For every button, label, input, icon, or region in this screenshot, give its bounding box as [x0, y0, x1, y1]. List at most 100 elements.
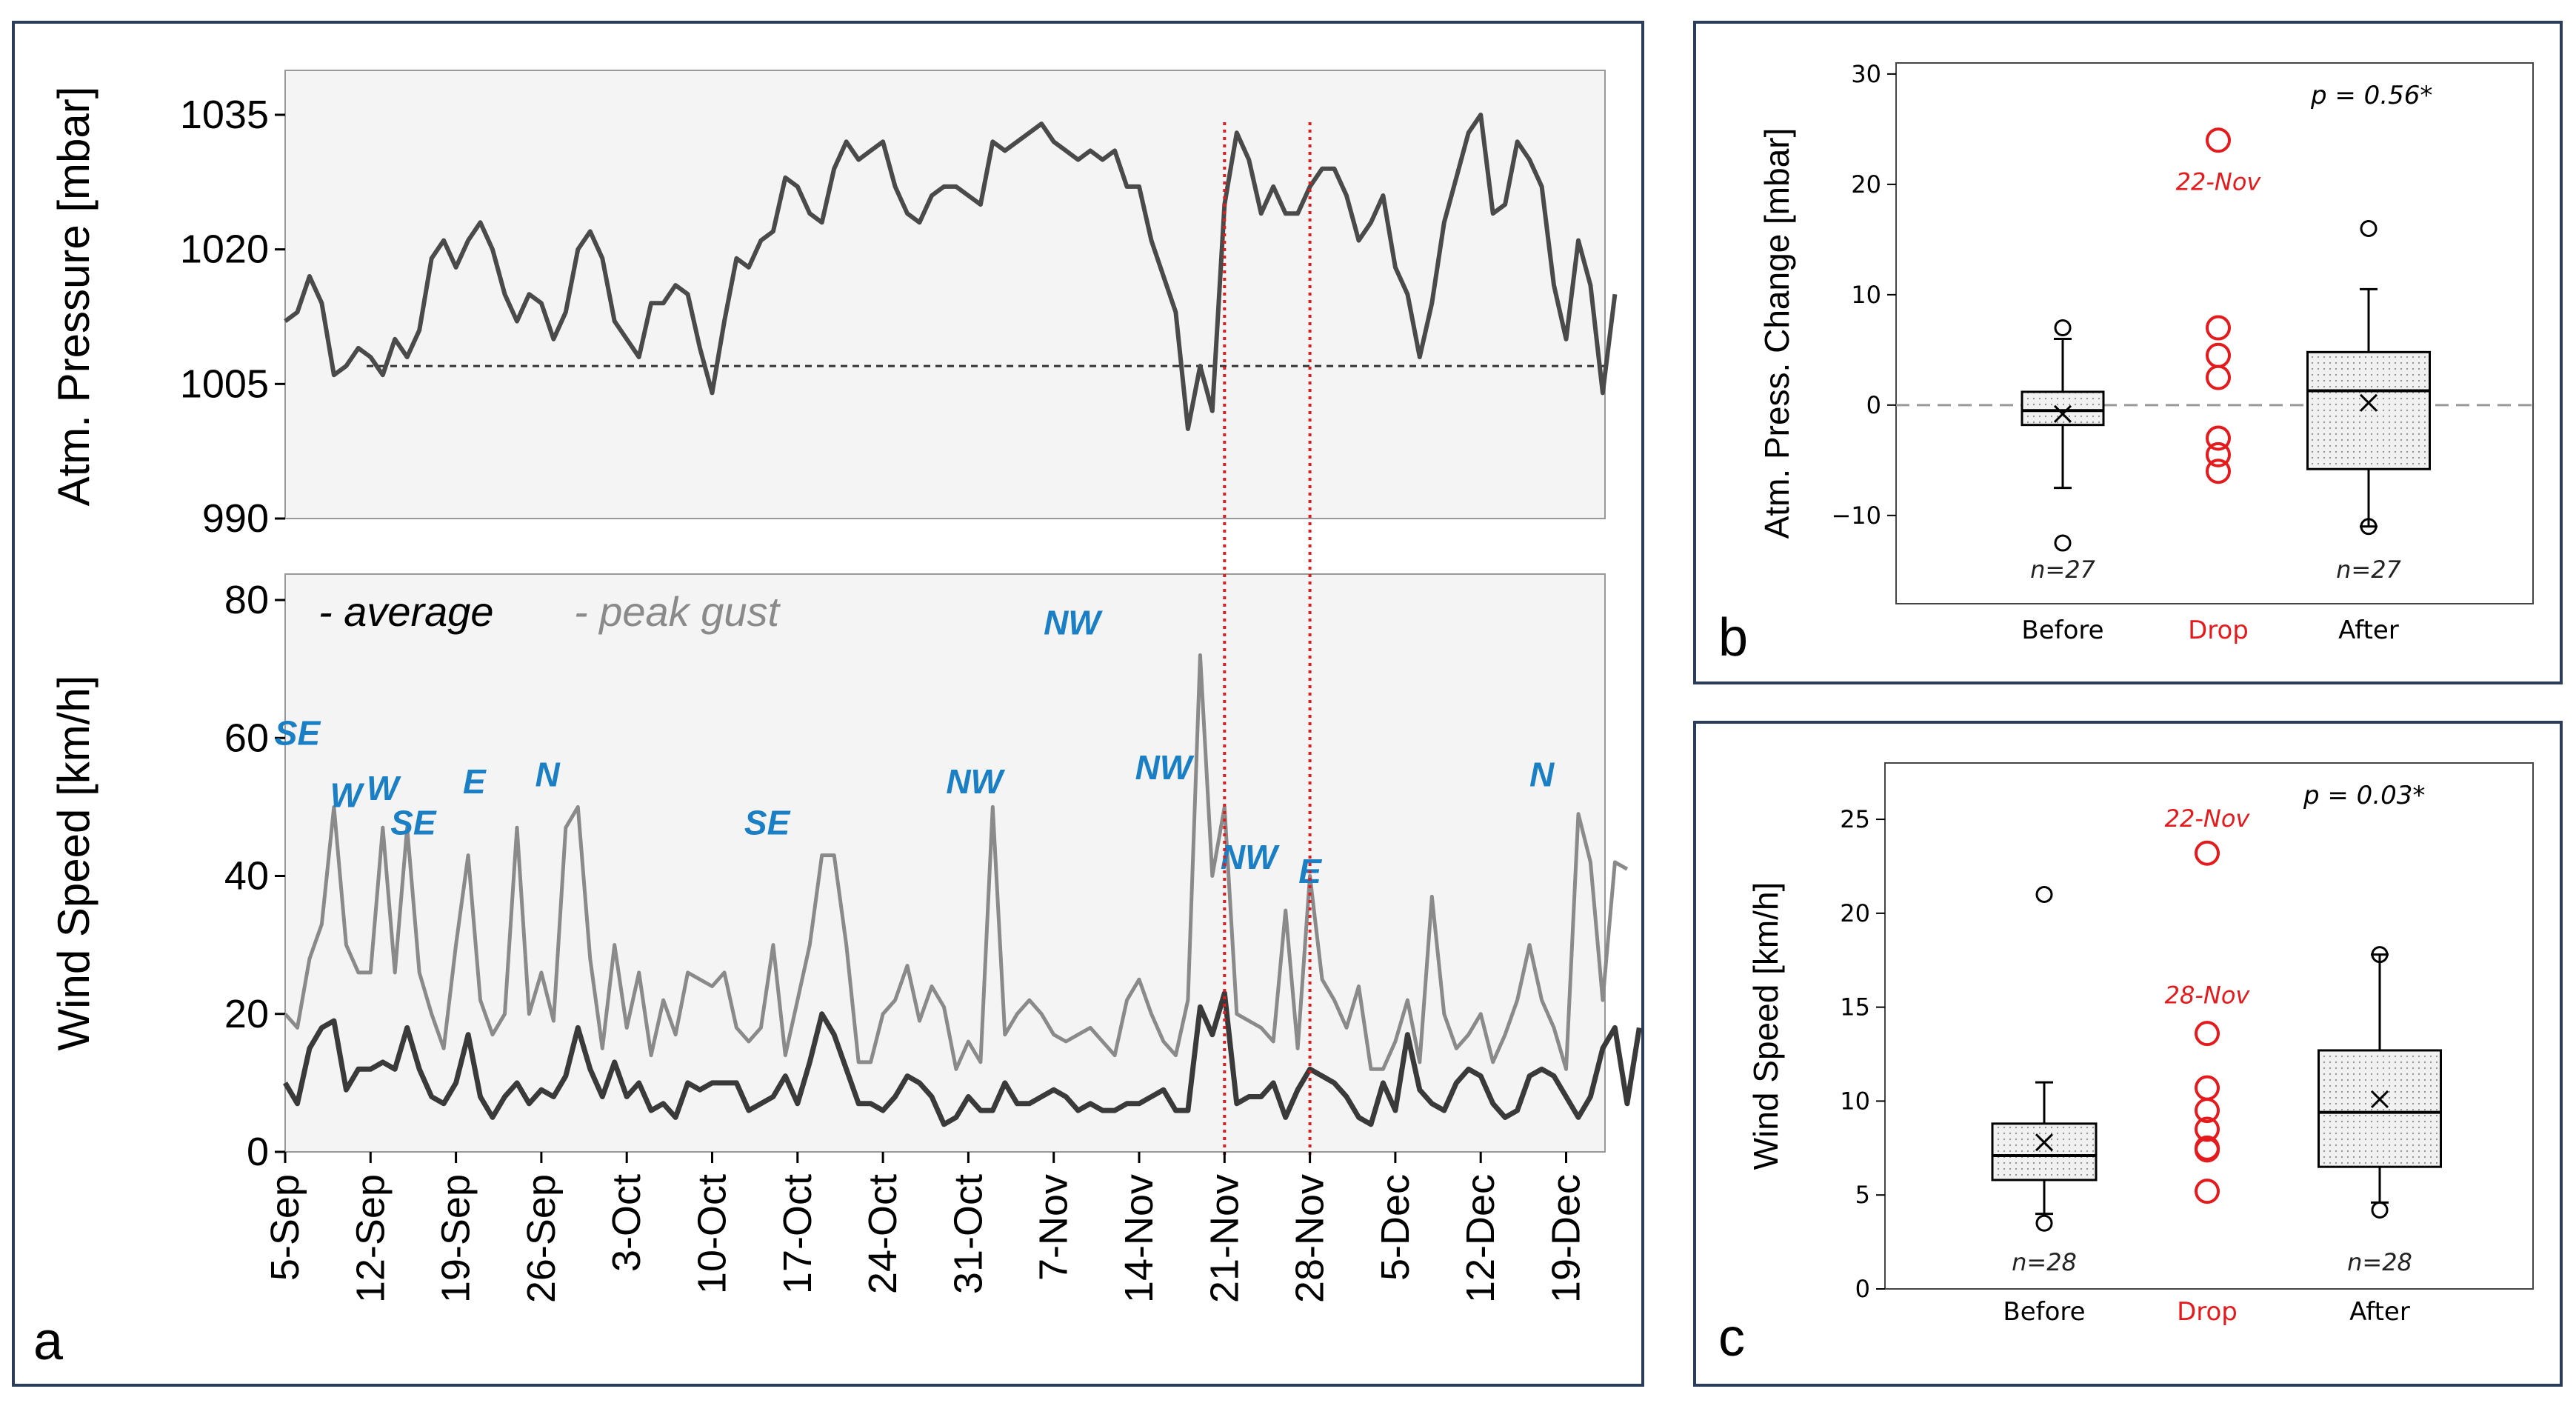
box-b-plot-area [1895, 62, 2534, 604]
wind-direction-label: SE [275, 714, 321, 753]
wind-direction-label: N [535, 755, 561, 793]
box-y-tick-label: 30 [1851, 60, 1881, 88]
wind-direction-label: NW [1044, 604, 1103, 642]
peak-gust-series-line [284, 653, 1629, 1071]
pressure-y-tick-label: 1005 [180, 361, 269, 406]
x-tick-label: 21-Nov [1202, 1174, 1247, 1303]
box-outlier [2054, 534, 2072, 552]
box-y-tick-label: 0 [1855, 1275, 1870, 1303]
box-category-label: Drop [2188, 616, 2249, 645]
box-outlier [2360, 219, 2378, 237]
x-tick-label: 24-Oct [861, 1174, 905, 1294]
box-n-label: n=28 [2347, 1248, 2412, 1276]
wind-direction-label: E [463, 762, 487, 801]
wind-y-title: Wind Speed [km/h] [49, 676, 99, 1051]
wind-direction-label: SE [390, 804, 437, 842]
drop-point [2195, 1116, 2220, 1142]
box-category-label: Drop [2177, 1297, 2238, 1327]
box-mean-marker [2053, 404, 2072, 423]
box-y-tick-label: 15 [1840, 993, 1870, 1022]
drop-point [2206, 315, 2231, 341]
wind-y-tick-label: 0 [247, 1130, 269, 1174]
box-mean-marker [2035, 1133, 2054, 1152]
drop-point [2195, 1179, 2220, 1204]
panel-letter-c: c [1718, 1308, 1745, 1367]
drop-point [2206, 364, 2231, 390]
box-c-y-title: Wind Speed [km/h] [1746, 882, 1785, 1170]
wind-y-tick-label: 60 [224, 716, 269, 760]
pressure-y-tick-label: 1035 [180, 93, 269, 137]
wind-direction-label: W [367, 769, 401, 807]
drop-point [2206, 441, 2231, 467]
box-iqr [1991, 1122, 2098, 1182]
x-tick-label: 31-Oct [946, 1174, 990, 1294]
box-n-label: n=28 [2012, 1248, 2077, 1276]
drop-point [2195, 840, 2220, 866]
drop-point [2206, 425, 2231, 451]
x-tick-label: 12-Sep [348, 1174, 393, 1303]
box-y-tick-label: 20 [1840, 899, 1870, 927]
box-iqr [2021, 390, 2105, 427]
legend-average: - average [318, 588, 494, 635]
box-iqr [2318, 1049, 2442, 1168]
pressure-y-tick-label: 990 [202, 496, 269, 541]
box-mean-marker [2370, 1090, 2389, 1108]
wind-y-tick-label: 20 [224, 992, 269, 1036]
panel-letter-a: a [33, 1312, 64, 1371]
panel-c-border [1693, 721, 2563, 1387]
wind-y-tick-label: 80 [224, 578, 269, 622]
box-c-p-value: p = 0.03* [2303, 781, 2425, 810]
box-mean-marker [2359, 393, 2378, 412]
drop-point [2195, 1098, 2220, 1124]
panel-a-border [12, 21, 1644, 1387]
box-y-tick-label: 20 [1851, 170, 1881, 199]
drop-date-label: 22-Nov [2176, 167, 2262, 196]
x-tick-label: 28-Nov [1288, 1174, 1332, 1303]
box-b-p-value: p = 0.56* [2310, 81, 2432, 110]
x-tick-label: 12-Dec [1458, 1174, 1503, 1303]
panel-letter-b: b [1718, 608, 1748, 667]
box-outlier [2054, 319, 2072, 337]
wind-direction-label: NW [1135, 748, 1195, 787]
box-y-tick-label: 10 [1851, 281, 1881, 309]
x-tick-label: 17-Oct [775, 1174, 820, 1294]
pressure-y-title: Atm. Pressure [mbar] [49, 87, 99, 507]
box-y-tick-label: −10 [1831, 501, 1881, 530]
x-tick-label: 5-Sep [263, 1174, 307, 1281]
panel-b-border [1693, 21, 2563, 684]
wind-direction-label: NW [1221, 838, 1280, 876]
box-outlier [2035, 886, 2053, 903]
box-category-label: Before [2021, 616, 2103, 645]
box-iqr [2306, 350, 2431, 470]
drop-date-label: 22-Nov [2165, 804, 2251, 833]
drop-point [2195, 1021, 2220, 1047]
pressure-y-tick-label: 1020 [180, 227, 269, 272]
wind-direction-label: NW [946, 762, 1005, 801]
wind-direction-label: W [330, 776, 365, 814]
wind-plot-area [284, 573, 1606, 1153]
box-y-tick-label: 10 [1840, 1087, 1870, 1115]
wind-direction-label: N [1529, 755, 1555, 793]
box-category-label: After [2338, 616, 2399, 645]
drop-point [2195, 1137, 2220, 1163]
x-tick-label: 5-Dec [1373, 1174, 1418, 1281]
box-category-label: Before [2003, 1297, 2085, 1327]
wind-direction-label: SE [744, 804, 791, 842]
x-tick-label: 14-Nov [1117, 1174, 1161, 1303]
wind-y-tick-label: 40 [224, 854, 269, 899]
drop-date-label: 28-Nov [2165, 982, 2251, 1010]
x-tick-label: 10-Oct [690, 1174, 735, 1294]
box-outlier [2360, 518, 2378, 536]
x-tick-label: 19-Sep [434, 1174, 478, 1303]
box-b-y-title: Atm. Press. Change [mbar] [1758, 128, 1796, 539]
pressure-series-line [284, 113, 1618, 431]
box-y-tick-label: 25 [1840, 805, 1870, 833]
box-y-tick-label: 5 [1855, 1181, 1870, 1209]
x-tick-label: 19-Dec [1544, 1174, 1589, 1303]
box-outlier [2371, 1202, 2389, 1219]
box-outlier [2035, 1214, 2053, 1232]
drop-point [2206, 459, 2231, 484]
x-tick-label: 26-Sep [519, 1174, 564, 1303]
average-wind-series-line [282, 990, 1642, 1127]
